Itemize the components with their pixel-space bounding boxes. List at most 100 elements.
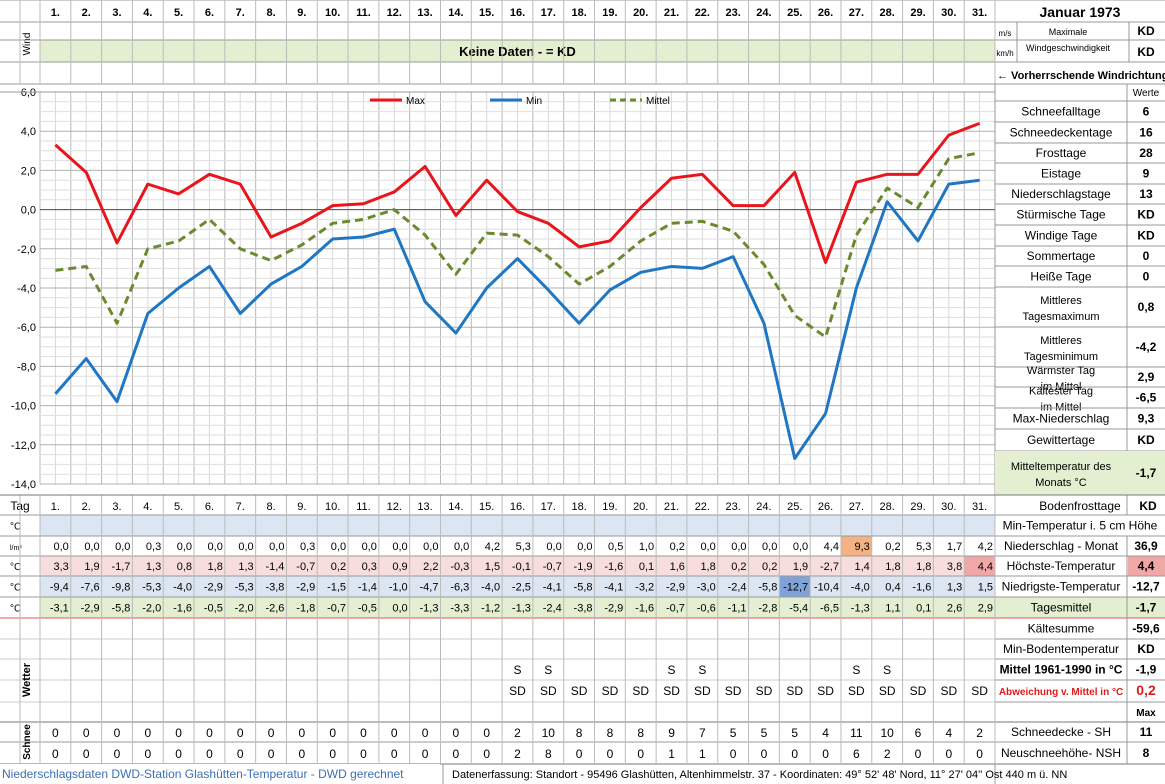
- schneedecke-cell: 5: [791, 726, 798, 740]
- stat-label: Monats °C: [1035, 477, 1087, 489]
- schnee-label: Schnee: [22, 724, 33, 760]
- table-cell: 0,0: [700, 541, 715, 553]
- wetter-s: S: [698, 663, 706, 677]
- schneedecke-cell: 0: [391, 726, 398, 740]
- table-cell: -4,0: [173, 582, 192, 594]
- table-cell: 1,6: [670, 561, 685, 573]
- neuschnee-cell: 0: [391, 747, 398, 761]
- stat-label: Tagesmaximum: [1022, 311, 1099, 323]
- legend-label: Min: [526, 96, 542, 107]
- table-cell: -6,5: [820, 603, 839, 615]
- table-cell: -0,7: [327, 603, 346, 615]
- header-day-label: 29.: [910, 7, 925, 19]
- header-day-label: 28.: [880, 7, 895, 19]
- tag-day-label: 4.: [143, 501, 152, 513]
- neuschnee-cell: 6: [853, 747, 860, 761]
- neuschnee-cell: 8: [545, 747, 552, 761]
- neuschnee-cell: 0: [576, 747, 583, 761]
- stat-label: Mittleres: [1040, 295, 1082, 307]
- stat-label: Schneedeckentage: [1010, 126, 1113, 140]
- wind-direction-label: ← Vorherrschende Windrichtung: [997, 70, 1165, 82]
- table-cell: 2,6: [947, 603, 962, 615]
- table-cell: -1,5: [327, 582, 346, 594]
- table-cell: 1,0: [639, 541, 654, 553]
- wetter-sd: SD: [694, 684, 711, 698]
- header-day-label: 13.: [417, 7, 432, 19]
- header-day-label: 30.: [941, 7, 956, 19]
- abweichung-label: Abweichung v. Mittel in °C: [999, 687, 1123, 698]
- table-cell: 0,0: [454, 541, 469, 553]
- table-cell: 0,0: [54, 541, 69, 553]
- schneedecke-cell: 10: [542, 726, 556, 740]
- table-cell: -9,4: [50, 582, 69, 594]
- row-summary-label: Tagesmittel: [1031, 601, 1092, 615]
- table-cell: -1,4: [265, 561, 284, 573]
- table-cell: 0,0: [392, 541, 407, 553]
- schneedecke-cell: 0: [329, 726, 336, 740]
- schneedecke-cell: 0: [175, 726, 182, 740]
- table-cell: -1,3: [512, 603, 531, 615]
- row-summary-value: 4,4: [1138, 559, 1155, 573]
- schneedecke-cell: 11: [850, 726, 863, 740]
- abweichung-value: 0,2: [1136, 682, 1156, 698]
- table-cell: -5,4: [789, 603, 808, 615]
- schneedecke-cell: 4: [945, 726, 952, 740]
- tag-day-label: 6.: [205, 501, 214, 513]
- neuschnee-cell: 0: [83, 747, 90, 761]
- neuschnee-cell: 0: [144, 747, 151, 761]
- table-cell: -6,3: [450, 582, 469, 594]
- table-cell: -1,8: [296, 603, 315, 615]
- stat-value: 0: [1143, 249, 1150, 263]
- table-cell: 0,3: [300, 541, 315, 553]
- row-unit: °C: [10, 562, 21, 573]
- table-cell: 0,0: [731, 541, 746, 553]
- table-cell: 1,8: [916, 561, 931, 573]
- wetter-label: Wetter: [21, 662, 33, 697]
- table-cell: -1,6: [912, 582, 931, 594]
- table-cell: -4,1: [543, 582, 562, 594]
- table-cell: 0,9: [392, 561, 407, 573]
- tag-day-label: 28.: [880, 501, 895, 513]
- schneedecke-cell: 8: [607, 726, 614, 740]
- tagesmittel-bg: [995, 597, 1165, 618]
- tag-day-label: 29.: [910, 501, 925, 513]
- wind-max-kmh: KD: [1137, 45, 1155, 59]
- table-cell: 2,2: [423, 561, 438, 573]
- stat-label: Windige Tage: [1025, 229, 1098, 243]
- neuschnee-cell: 0: [976, 747, 983, 761]
- tag-day-label: 26.: [818, 501, 833, 513]
- wetter-s: S: [513, 663, 521, 677]
- header-day-label: 16.: [510, 7, 525, 19]
- table-cell: -1,3: [851, 603, 870, 615]
- table-cell: 5,3: [916, 541, 931, 553]
- row-unit: °C: [10, 522, 21, 533]
- header-day-label: 19.: [602, 7, 617, 19]
- table-cell: 3,8: [947, 561, 962, 573]
- table-cell: -1,6: [173, 603, 192, 615]
- legend-label: Max: [406, 96, 425, 107]
- neuschnee-cell: 0: [52, 747, 59, 761]
- stat-value: KD: [1137, 433, 1155, 447]
- table-cell: 0,0: [208, 541, 223, 553]
- row-unit: °C: [10, 583, 21, 594]
- header-day-label: 7.: [236, 7, 245, 19]
- wetter-s: S: [544, 663, 552, 677]
- stat-label: Max-Niederschlag: [1013, 412, 1110, 426]
- neuschnee-cell: 0: [607, 747, 614, 761]
- header-day-label: 9.: [297, 7, 306, 19]
- stat-label: Frosttage: [1036, 146, 1087, 160]
- wetter-sd: SD: [509, 684, 526, 698]
- table-cell: 0,0: [331, 541, 346, 553]
- header-day-label: 14.: [448, 7, 463, 19]
- table-cell: 1,3: [947, 582, 962, 594]
- table-cell: -4,0: [481, 582, 500, 594]
- tag-day-label: 22.: [695, 501, 710, 513]
- tag-day-label: 7.: [236, 501, 245, 513]
- schneedecke-cell: 0: [83, 726, 90, 740]
- table-cell: 0,8: [177, 561, 192, 573]
- table-cell: -2,9: [296, 582, 315, 594]
- table-cell: 1,9: [793, 561, 808, 573]
- table-cell: -3,8: [265, 582, 284, 594]
- table-cell: 1,3: [146, 561, 161, 573]
- schneedecke-cell: 0: [360, 726, 367, 740]
